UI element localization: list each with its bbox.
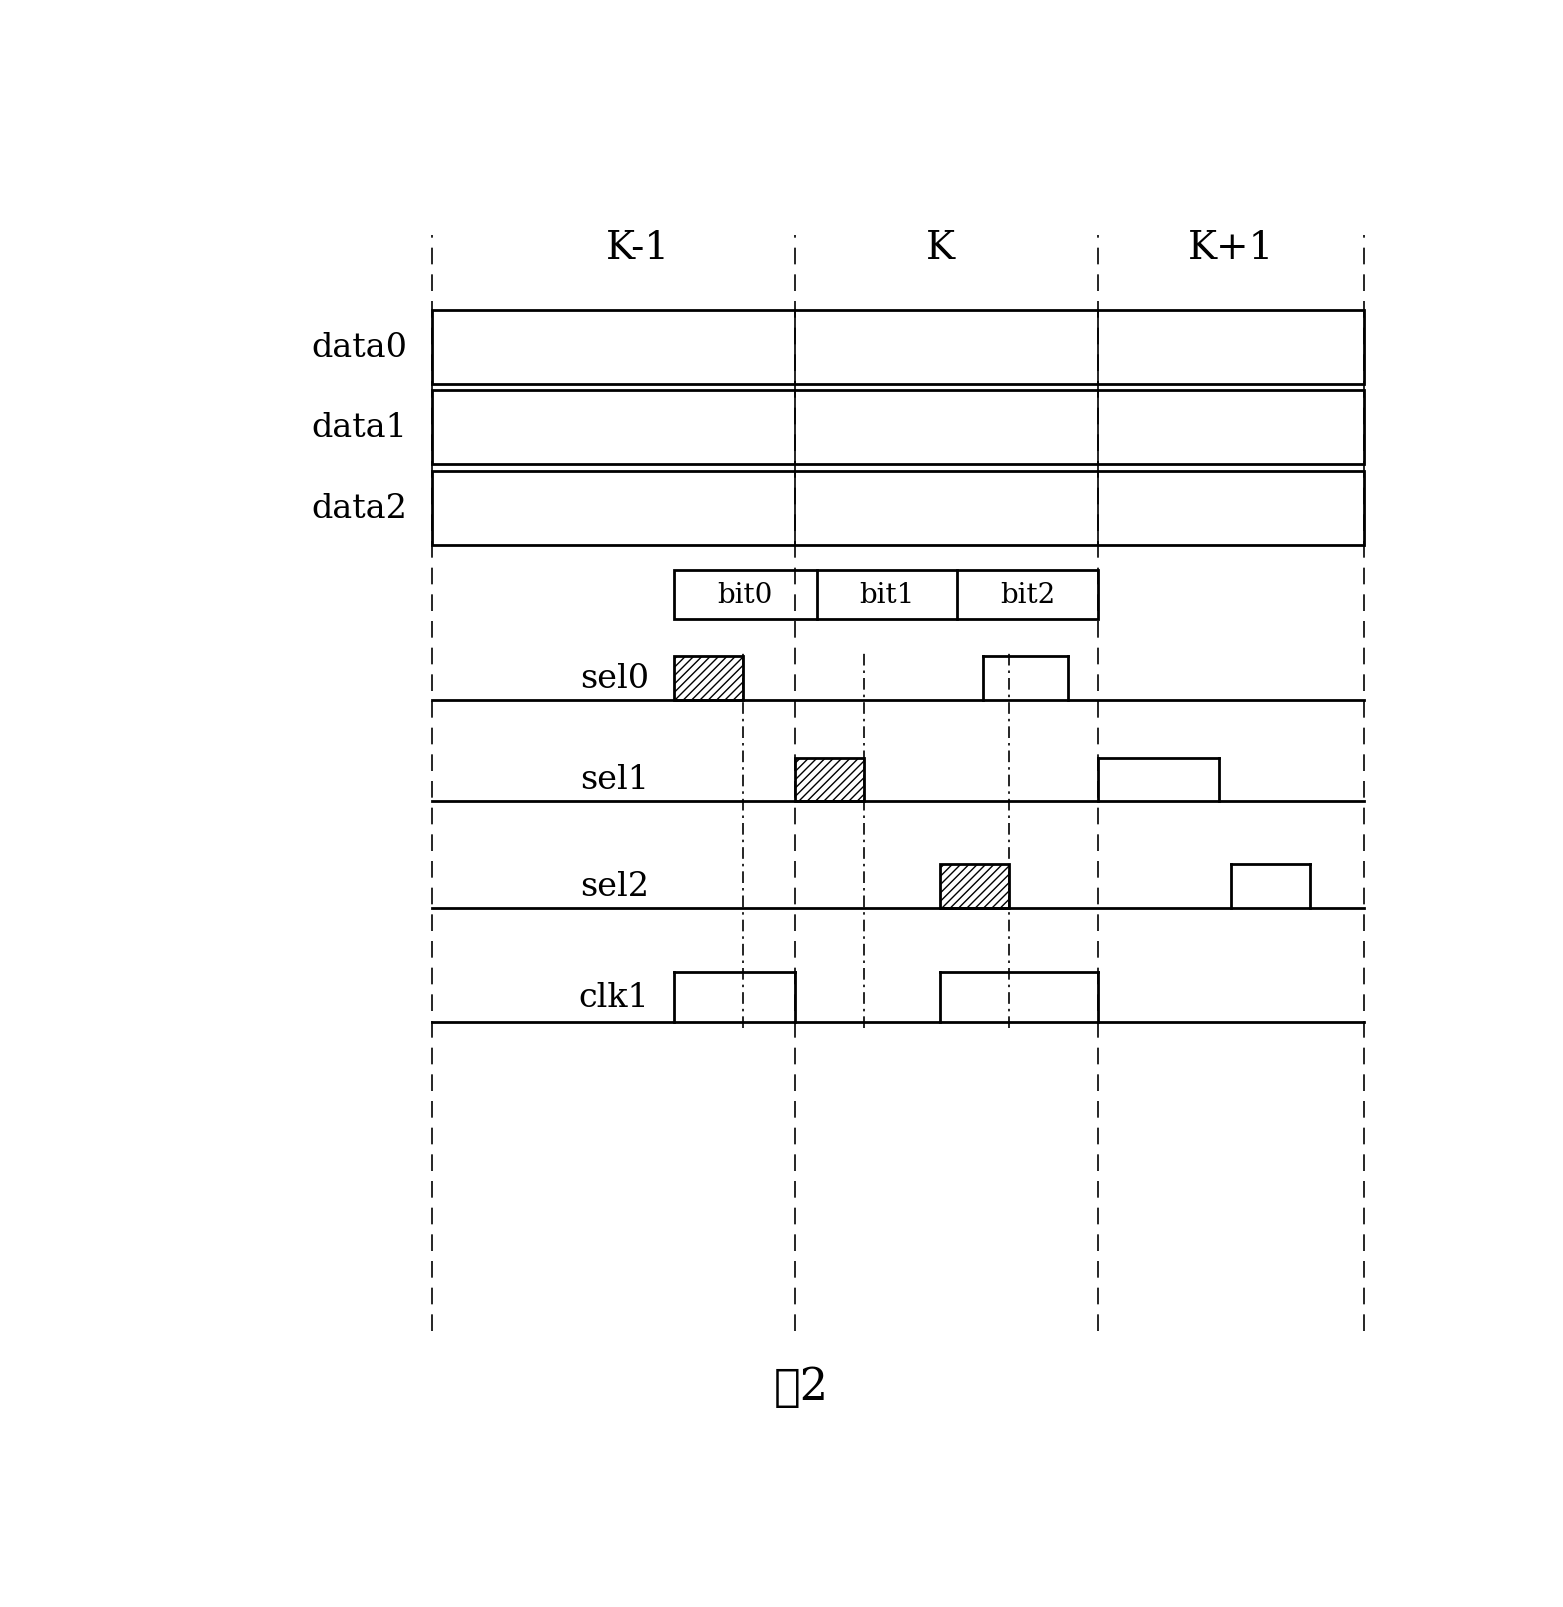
Text: K: K <box>925 230 955 267</box>
Text: sel1: sel1 <box>580 763 650 795</box>
Text: bit1: bit1 <box>860 582 914 609</box>
Text: K+1: K+1 <box>1188 230 1274 267</box>
Text: data1: data1 <box>311 411 408 444</box>
Bar <box>431 391 1364 464</box>
Bar <box>674 657 742 701</box>
Text: sel0: sel0 <box>580 662 650 694</box>
Text: clk1: clk1 <box>578 982 650 1012</box>
Text: bit0: bit0 <box>717 582 774 609</box>
Text: K-1: K-1 <box>605 230 669 267</box>
Bar <box>796 759 864 802</box>
Text: sel2: sel2 <box>580 871 650 903</box>
Text: data0: data0 <box>311 331 408 363</box>
Bar <box>431 310 1364 384</box>
Text: bit2: bit2 <box>1000 582 1055 609</box>
Bar <box>431 471 1364 545</box>
Text: 图2: 图2 <box>774 1366 828 1408</box>
Text: data2: data2 <box>311 492 408 524</box>
Bar <box>674 570 1097 620</box>
Bar <box>941 865 1010 908</box>
